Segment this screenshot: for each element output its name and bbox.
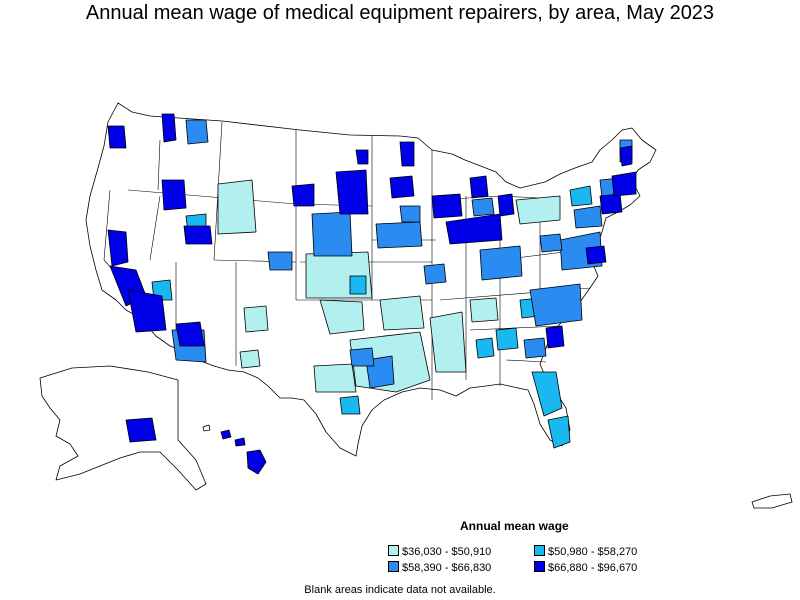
hawaii-islands [202, 424, 267, 475]
legend-item-4: $66,880 - $96,670 [534, 561, 637, 574]
legend-label-4: $66,880 - $96,670 [548, 562, 638, 574]
legend-swatch-3 [388, 561, 399, 572]
mid-light-areas [151, 185, 593, 449]
legend-swatch-2 [534, 545, 545, 556]
map-areas [39, 102, 793, 509]
alaska-outline [39, 365, 207, 491]
legend-title: Annual mean wage [460, 519, 569, 533]
legend-swatch-4 [534, 561, 545, 572]
legend-item-3: $58,390 - $66,830 [388, 561, 491, 574]
legend-item-1: $36,030 - $50,910 [388, 545, 491, 558]
legend-label-1: $36,030 - $50,910 [402, 546, 492, 558]
legend-label-3: $58,390 - $66,830 [402, 562, 492, 574]
dark-areas [107, 113, 637, 443]
legend-swatch-1 [388, 545, 399, 556]
footnote: Blank areas indicate data not available. [304, 584, 496, 596]
legend-item-2: $50,980 - $58,270 [534, 545, 637, 558]
legend-label-2: $50,980 - $58,270 [548, 546, 638, 558]
chart-title: Annual mean wage of medical equipment re… [85, 2, 715, 24]
puerto-rico [751, 493, 793, 509]
